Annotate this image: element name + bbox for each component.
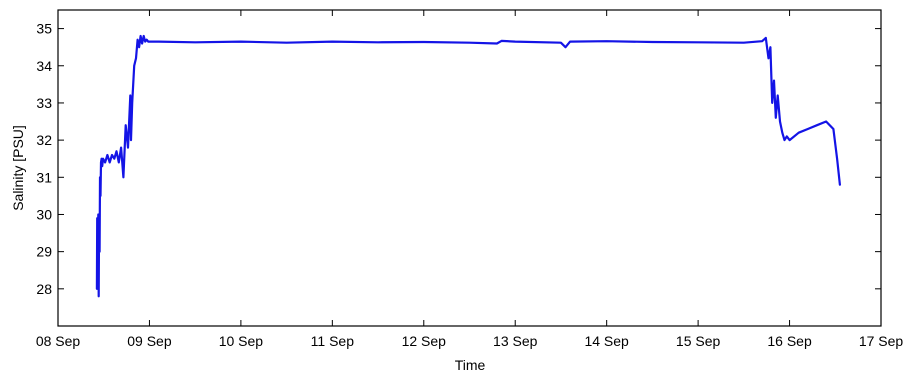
x-tick-label: 12 Sep — [402, 333, 447, 349]
y-tick-label: 34 — [36, 58, 52, 74]
x-tick-label: 08 Sep — [36, 333, 81, 349]
x-tick-label: 16 Sep — [767, 333, 812, 349]
x-tick-label: 09 Sep — [127, 333, 172, 349]
salinity-series-line — [95, 34, 842, 298]
x-tick-label: 15 Sep — [676, 333, 721, 349]
y-tick-label: 29 — [36, 244, 52, 260]
y-axis-title: Salinity [PSU] — [10, 125, 26, 211]
x-axis: 08 Sep 09 Sep 10 Sep 11 Sep 12 Sep 13 Sep 14 S… — [36, 10, 904, 349]
x-tick-label: 17 Sep — [859, 333, 904, 349]
y-tick-label: 32 — [36, 132, 52, 148]
x-axis-title: Time — [455, 357, 486, 373]
y-tick-label: 35 — [36, 21, 52, 37]
x-tick-label: 11 Sep — [311, 333, 355, 349]
y-tick-label: 28 — [36, 281, 52, 297]
x-tick-label: 13 Sep — [493, 333, 538, 349]
y-tick-label: 30 — [36, 206, 52, 222]
y-axis: 28 29 30 31 32 33 34 35 — [36, 21, 881, 297]
x-tick-label: 10 Sep — [219, 333, 264, 349]
y-tick-label: 33 — [36, 95, 52, 111]
plot-area — [57, 9, 882, 327]
y-tick-label: 31 — [36, 169, 52, 185]
x-tick-label: 14 Sep — [584, 333, 629, 349]
plot-frame — [57, 9, 882, 327]
